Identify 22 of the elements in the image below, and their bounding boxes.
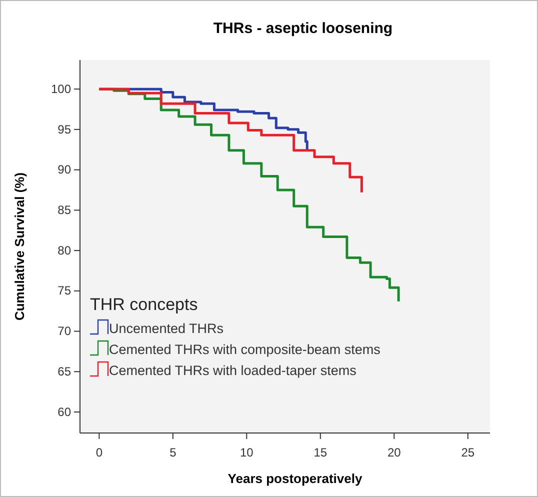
- y-tick-label: 85: [58, 203, 72, 218]
- x-tick-label: 5: [170, 445, 177, 460]
- legend-label: Cemented THRs with composite-beam stems: [109, 342, 381, 357]
- y-axis-title: Cumulative Survival (%): [12, 172, 27, 321]
- x-axis-title: Years postoperatively: [228, 471, 363, 486]
- y-tick-label: 90: [58, 162, 72, 177]
- x-tick-label: 10: [240, 445, 254, 460]
- legend-label: Uncemented THRs: [109, 321, 224, 336]
- chart-title: THRs - aseptic loosening: [213, 20, 393, 37]
- y-tick-label: 60: [58, 404, 72, 419]
- y-tick-label: 100: [50, 82, 72, 96]
- legend-label: Cemented THRs with loaded-taper stems: [109, 363, 357, 378]
- x-tick-label: 25: [461, 445, 475, 460]
- y-tick-label: 70: [58, 324, 72, 338]
- legend-title: THR concepts: [90, 295, 198, 314]
- y-tick-label: 80: [58, 243, 72, 258]
- y-tick-label: 65: [58, 364, 72, 378]
- y-tick-label: 95: [58, 122, 72, 136]
- x-tick-label: 0: [96, 445, 103, 460]
- y-tick-label: 75: [58, 284, 72, 298]
- x-tick-label: 20: [387, 445, 402, 460]
- x-tick-label: 15: [314, 445, 328, 460]
